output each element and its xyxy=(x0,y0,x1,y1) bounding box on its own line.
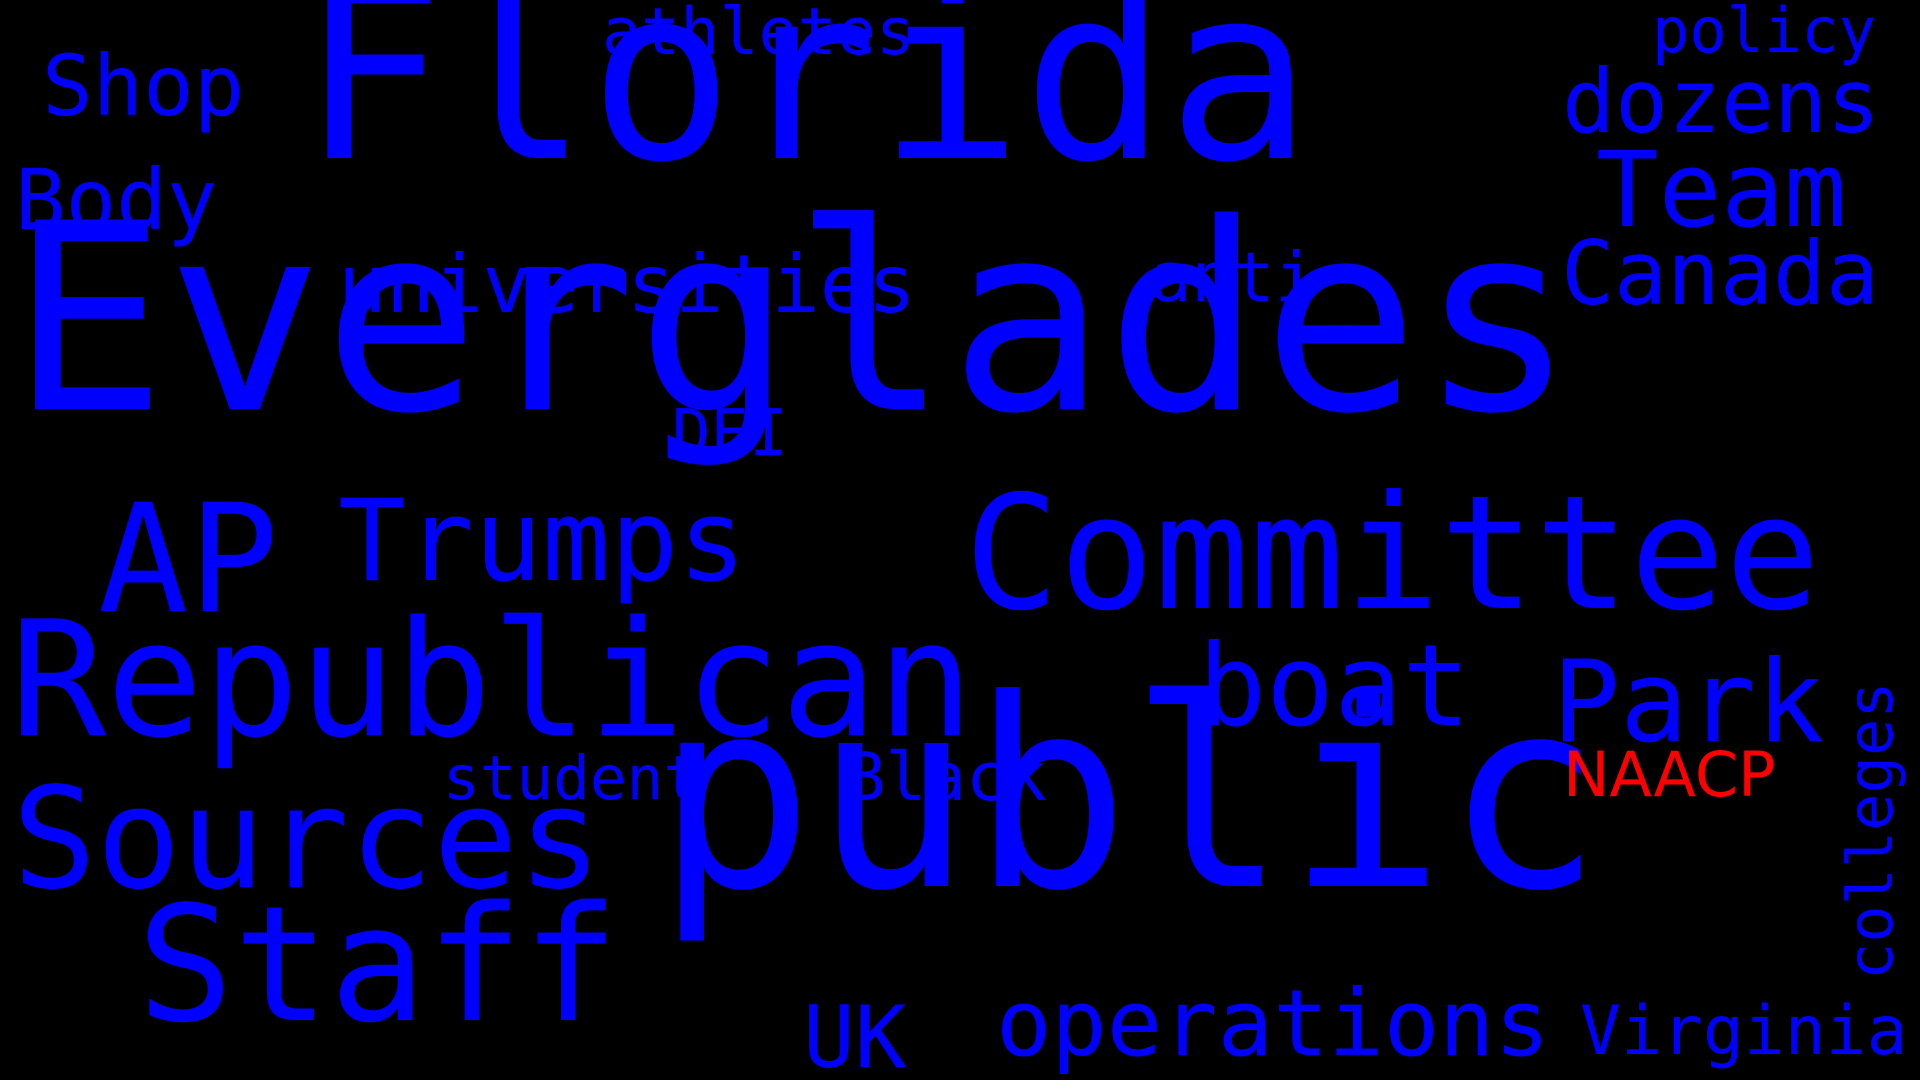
word-colleges: colleges xyxy=(1834,681,1907,980)
word-trumps: Trumps xyxy=(338,475,747,607)
word-operations: operations xyxy=(996,970,1550,1077)
word-black: Black xyxy=(845,738,1047,816)
word-everglades: Everglades xyxy=(10,169,1576,471)
word-virginia: Virginia xyxy=(1580,992,1908,1071)
word-sources: Sources xyxy=(12,758,603,921)
word-universities: universities xyxy=(338,238,916,331)
word-body: Body xyxy=(15,151,218,249)
word-dei: DEI xyxy=(672,397,788,471)
word-team: Team xyxy=(1596,129,1847,251)
word-public: public xyxy=(656,643,1603,948)
word-athletes: athletes xyxy=(602,0,916,70)
word-naacp: NAACP xyxy=(1563,738,1776,811)
word-dozens: dozens xyxy=(1562,50,1880,153)
word-ap: AP xyxy=(98,473,279,647)
word-boat: boat xyxy=(1198,620,1471,752)
word-canada: Canada xyxy=(1561,222,1879,325)
word-staff: Staff xyxy=(137,871,619,1058)
word-shop: Shop xyxy=(42,37,245,135)
word-policy: policy xyxy=(1652,0,1876,67)
word-committee: Committee xyxy=(964,462,1821,646)
word-florida: Florida xyxy=(300,0,1312,215)
word-anti: anti xyxy=(1150,238,1317,318)
word-uk: UK xyxy=(803,988,907,1080)
word-park: Park xyxy=(1552,636,1825,768)
word-student: student xyxy=(443,743,701,814)
word-republican: Republican xyxy=(10,586,974,773)
